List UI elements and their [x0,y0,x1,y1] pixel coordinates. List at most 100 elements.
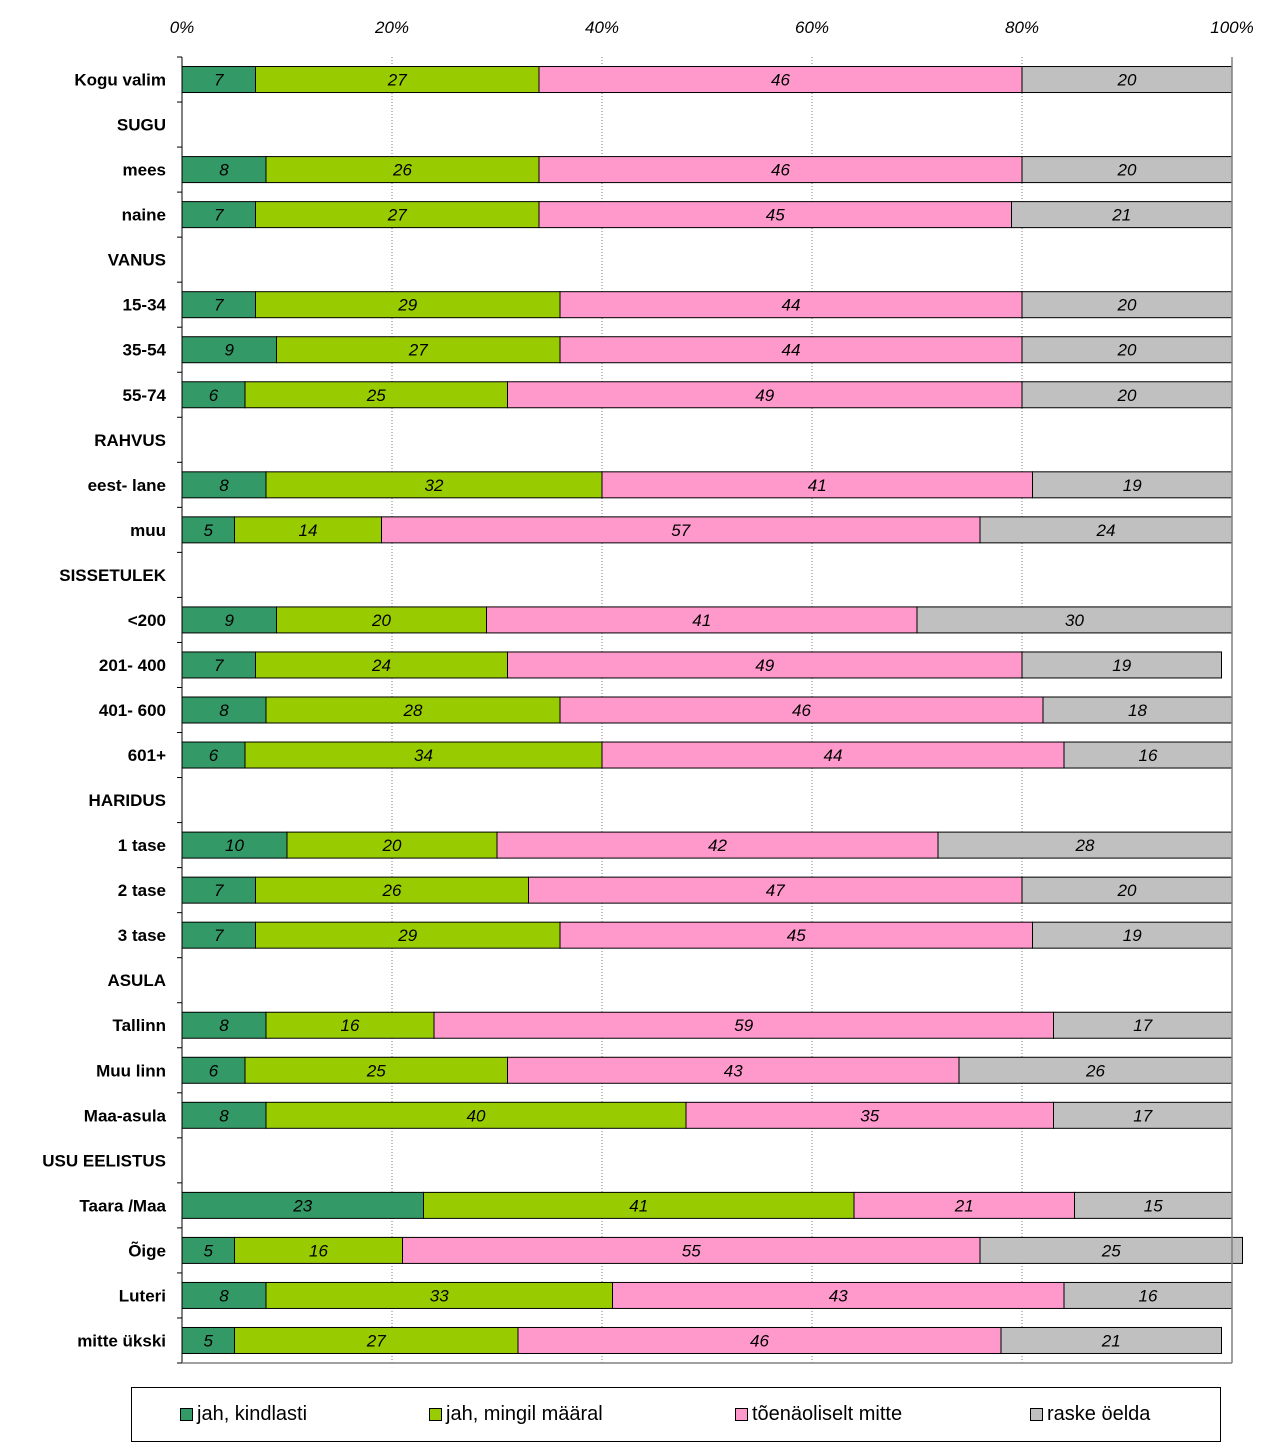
bar-10-0 [181,516,235,544]
bar-9-0 [181,471,267,499]
x-tick-label-5: 100% [1210,18,1253,37]
bar-7-0 [181,381,246,409]
bar-28-2 [517,1326,1002,1354]
bar-21-0 [181,1011,267,1039]
bar-23-3 [1053,1101,1233,1129]
legend-label-2: jah, mingil määral [446,1403,603,1425]
category-label-28: mitte ükski [77,1331,166,1350]
bar-27-3 [1063,1281,1233,1309]
data-label-19-0: 7 [214,926,224,945]
bar-26-2 [402,1236,981,1264]
category-label-21: Tallinn [112,1016,166,1035]
category-label-20: ASULA [107,971,166,990]
data-label-28-1: 27 [366,1331,386,1350]
data-label-10-0: 5 [204,521,214,540]
category-label-1: SUGU [117,116,166,135]
data-label-2-1: 26 [392,161,412,180]
bar-13-0 [181,651,256,679]
data-label-7-2: 49 [755,386,774,405]
bar-22-1 [244,1056,508,1084]
x-tick-labels: 0% 20% 40% 60% 80% 100% [170,18,1254,37]
data-label-0-3: 20 [1117,71,1137,90]
data-label-25-3: 15 [1144,1196,1163,1215]
category-label-9: eest- lane [88,476,166,495]
data-label-25-0: 23 [292,1196,312,1215]
data-label-26-3: 25 [1101,1241,1121,1260]
category-label-18: 2 tase [118,881,166,900]
data-label-5-0: 7 [214,296,224,315]
bar-12-3 [916,606,1233,634]
bar-3-1 [255,201,540,229]
data-label-13-0: 7 [214,656,224,675]
data-label-3-2: 45 [766,206,785,225]
data-label-28-0: 5 [204,1331,214,1350]
data-label-26-2: 55 [682,1241,701,1260]
category-label-25: Taara /Maa [79,1196,166,1215]
category-label-0: Kogu valim [74,71,166,90]
data-label-23-3: 17 [1133,1106,1152,1125]
bar-25-3 [1074,1191,1233,1219]
legend-item-2: jah, mingil määral [429,1388,603,1441]
data-label-2-3: 20 [1117,161,1137,180]
bar-19-2 [559,921,1033,949]
category-label-8: RAHVUS [94,431,166,450]
bar-15-2 [601,741,1065,769]
data-label-18-3: 20 [1117,881,1137,900]
data-label-17-1: 20 [382,836,402,855]
bar-13-2 [507,651,1023,679]
category-label-11: SISSETULEK [59,566,166,585]
category-labels: Kogu valim SUGU mees naine VANUS 15-34 35-54 55… [42,71,166,1351]
data-label-3-0: 7 [214,206,224,225]
data-label-7-0: 6 [209,386,219,405]
data-label-25-1: 41 [629,1196,648,1215]
bar-23-1 [265,1101,687,1129]
data-label-9-0: 8 [219,476,229,495]
category-label-24: USU EELISTUS [42,1151,166,1170]
data-label-2-0: 8 [219,161,229,180]
bar-18-3 [1021,876,1233,904]
bar-15-1 [244,741,603,769]
data-label-6-0: 9 [225,341,235,360]
bar-6-3 [1021,336,1233,364]
data-label-17-3: 28 [1075,836,1095,855]
category-label-7: 55-74 [123,386,167,405]
data-label-15-2: 44 [824,746,843,765]
bar-6-2 [559,336,1023,364]
bar-18-1 [255,876,529,904]
bar-25-1 [423,1191,855,1219]
bar-18-2 [528,876,1023,904]
category-label-15: 601+ [128,746,166,765]
bar-5-3 [1021,291,1233,319]
legend-item-1: jah, kindlasti [180,1388,307,1441]
data-label-27-1: 33 [430,1286,449,1305]
category-label-5: 15-34 [123,296,167,315]
data-label-21-3: 17 [1133,1016,1152,1035]
bar-7-2 [507,381,1023,409]
data-label-27-2: 43 [829,1286,848,1305]
x-tick-label-4: 80% [1005,18,1039,37]
data-label-19-2: 45 [787,926,806,945]
data-label-28-2: 46 [750,1331,769,1350]
bar-2-3 [1021,156,1233,184]
data-label-10-2: 57 [671,521,690,540]
legend-swatch-1 [180,1408,193,1421]
data-label-22-2: 43 [724,1061,743,1080]
bars: 7 27 46 20 8 26 46 20 7 27 45 21 7 29 44 20 9 27 44 20 6 25 49… [181,66,1243,1354]
bar-15-3 [1063,741,1233,769]
bar-2-2 [538,156,1023,184]
data-label-19-3: 19 [1123,926,1142,945]
data-label-23-0: 8 [219,1106,229,1125]
bar-28-1 [234,1326,519,1354]
legend-swatch-2 [429,1408,442,1421]
bar-12-2 [486,606,918,634]
data-label-5-2: 44 [782,296,801,315]
data-label-14-3: 18 [1128,701,1147,720]
bar-5-0 [181,291,256,319]
bar-14-2 [559,696,1044,724]
category-label-4: VANUS [108,251,166,270]
category-label-14: 401- 600 [99,701,166,720]
category-label-26: Õige [128,1240,166,1260]
category-label-27: Luteri [119,1286,166,1305]
category-label-16: HARIDUS [89,791,166,810]
category-label-23: Maa-asula [84,1106,167,1125]
